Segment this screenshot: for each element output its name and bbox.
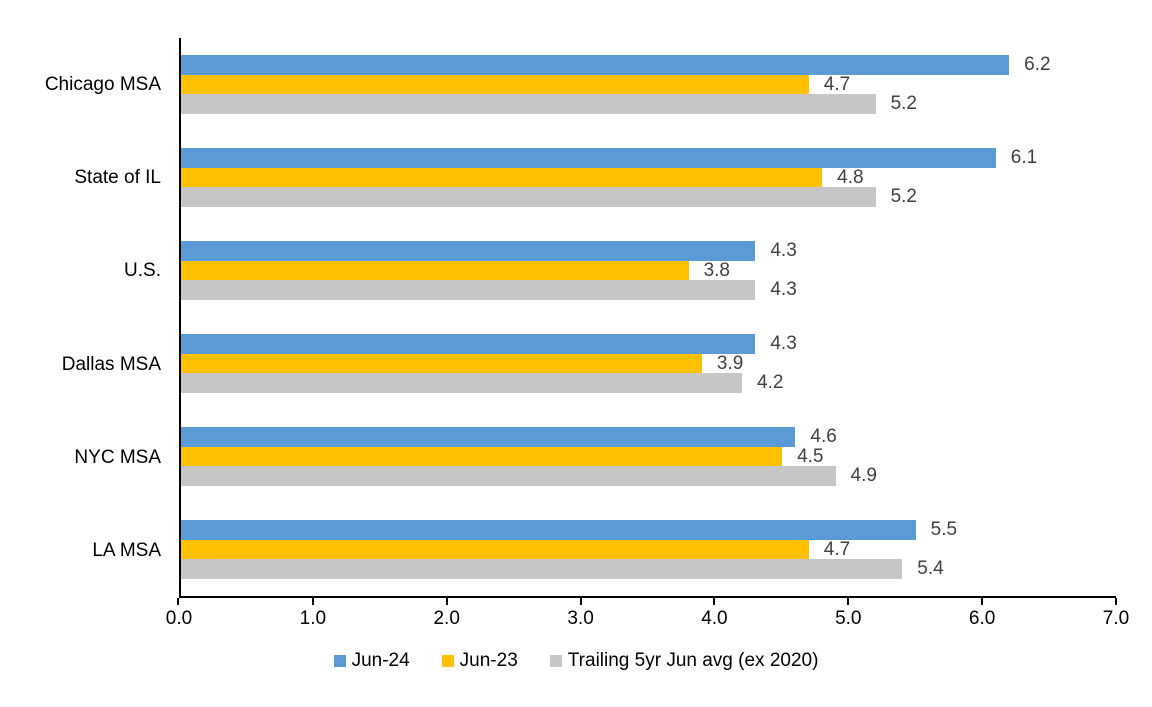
bar-jun-24-chicago-msa [181,55,1010,75]
x-axis-tick-3.0 [579,598,582,605]
bar-trailing-5yr-jun-avg-ex-2020-la-msa [181,559,903,579]
bar-group-state-of-il: 6.1 4.8 5.2 [181,131,1116,224]
bar-jun-24-dallas-msa [181,334,756,354]
x-axis-label-6.0: 6.0 [968,608,996,629]
legend-label-jun-23: Jun-23 [459,650,518,671]
value-label-jun-24-dallas-msa: 4.3 [770,333,797,355]
category-label-dallas-msa: Dallas MSA [61,353,161,375]
value-label-jun-23-state-of-il: 4.8 [837,166,864,188]
category-label-nyc-msa: NYC MSA [74,446,161,468]
value-label-trailing-5yr-jun-avg-ex-2020-dallas-msa: 4.2 [757,372,784,394]
bar-jun-24-la-msa [181,520,916,540]
value-label-jun-23-dallas-msa: 3.9 [716,352,744,374]
value-label-trailing-5yr-jun-avg-ex-2020-u-s: 4.3 [770,279,797,301]
bar-line-jun-24-chicago-msa: 6.2 [181,55,1116,75]
bar-line-jun-24-state-of-il: 6.1 [181,148,1116,168]
bar-line-jun-23-nyc-msa: 4.5 [181,447,1116,467]
x-axis-tick-2.0 [445,598,448,605]
category-axis-labels: Chicago MSA State of IL U.S. Dallas MSA NYC … [0,38,161,598]
x-axis-tick-5.0 [847,598,850,605]
bar-line-jun-23-state-of-il: 4.8 [181,168,1116,188]
value-label-trailing-5yr-jun-avg-ex-2020-nyc-msa: 4.9 [850,465,877,487]
value-label-jun-24-nyc-msa: 4.6 [810,426,837,448]
bar-line-trailing-5yr-jun-avg-ex-2020-u-s: 4.3 [181,280,1116,300]
plot-area: 6.2 4.7 5.2 6.1 4.8 5.2 4.3 3.8 4.3 4.3 3.9 4.2 4.6 4… [179,38,1116,598]
x-axis-tick-6.0 [981,598,984,605]
bar-jun-23-la-msa [181,539,809,560]
legend-label-trailing-5yr-jun-avg-ex-2020: Trailing 5yr Jun avg (ex 2020) [567,650,819,671]
category-label-u-s: U.S. [124,260,161,282]
bar-line-jun-24-dallas-msa: 4.3 [181,334,1116,354]
chart-legend: Jun-24 Jun-23 Trailing 5yr Jun avg (ex 202… [0,650,1152,672]
value-label-jun-23-chicago-msa: 4.7 [823,73,851,95]
bar-trailing-5yr-jun-avg-ex-2020-state-of-il [181,187,876,207]
bar-line-trailing-5yr-jun-avg-ex-2020-state-of-il: 5.2 [181,187,1116,207]
bar-trailing-5yr-jun-avg-ex-2020-chicago-msa [181,94,876,114]
value-label-jun-24-la-msa: 5.5 [930,519,958,541]
x-axis-label-3.0: 3.0 [567,608,594,629]
value-label-trailing-5yr-jun-avg-ex-2020-chicago-msa: 5.2 [890,93,917,115]
value-label-trailing-5yr-jun-avg-ex-2020-state-of-il: 5.2 [890,186,917,208]
bar-trailing-5yr-jun-avg-ex-2020-nyc-msa [181,466,836,486]
bar-line-jun-24-u-s: 4.3 [181,241,1116,261]
bar-line-trailing-5yr-jun-avg-ex-2020-dallas-msa: 4.2 [181,373,1116,393]
category-label-state-of-il: State of IL [74,166,161,188]
value-label-jun-24-state-of-il: 6.1 [1010,147,1038,169]
legend-swatch-icon-trailing-5yr-jun-avg-ex-2020 [549,655,562,667]
bar-jun-24-u-s [181,241,756,261]
bar-line-trailing-5yr-jun-avg-ex-2020-nyc-msa: 4.9 [181,466,1116,486]
bar-group-la-msa: 5.5 4.7 5.4 [181,503,1116,596]
bar-jun-23-state-of-il [181,167,823,188]
bar-group-dallas-msa: 4.3 3.9 4.2 [181,317,1116,410]
x-axis-tick-1.0 [311,598,314,605]
x-axis-label-2.0: 2.0 [433,608,460,629]
bar-jun-23-u-s [181,260,689,281]
value-label-jun-23-u-s: 3.8 [703,259,730,281]
bar-line-jun-23-u-s: 3.8 [181,261,1116,281]
x-axis-label-0.0: 0.0 [165,608,193,629]
legend-item-jun-24: Jun-24 [333,650,410,672]
x-axis-tick-4.0 [713,598,716,605]
bar-group-nyc-msa: 4.6 4.5 4.9 [181,410,1116,503]
bar-line-jun-24-la-msa: 5.5 [181,520,1116,540]
x-axis-tick-0.0 [177,598,179,605]
category-label-la-msa: LA MSA [92,540,161,562]
value-label-jun-23-nyc-msa: 4.5 [797,445,824,467]
bar-trailing-5yr-jun-avg-ex-2020-dallas-msa [181,373,742,393]
bar-line-trailing-5yr-jun-avg-ex-2020-la-msa: 5.4 [181,559,1116,579]
value-label-jun-24-chicago-msa: 6.2 [1024,54,1051,76]
bar-jun-23-dallas-msa [181,353,702,374]
category-label-chicago-msa: Chicago MSA [44,73,161,95]
bar-line-jun-23-chicago-msa: 4.7 [181,75,1116,95]
x-axis-label-5.0: 5.0 [835,608,862,629]
bar-line-trailing-5yr-jun-avg-ex-2020-chicago-msa: 5.2 [181,94,1116,114]
value-label-jun-23-la-msa: 4.7 [823,538,851,560]
bar-line-jun-24-nyc-msa: 4.6 [181,427,1116,447]
x-axis-label-1.0: 1.0 [299,608,327,629]
bar-jun-24-state-of-il [181,148,996,168]
bar-jun-23-nyc-msa [181,446,783,467]
bar-line-jun-23-dallas-msa: 3.9 [181,354,1116,374]
bar-group-u-s: 4.3 3.8 4.3 [181,224,1116,317]
bar-trailing-5yr-jun-avg-ex-2020-u-s [181,280,756,300]
legend-item-trailing-5yr-jun-avg-ex-2020: Trailing 5yr Jun avg (ex 2020) [549,650,819,672]
legend-swatch-icon-jun-24 [333,655,346,667]
legend-swatch-icon-jun-23 [441,655,454,667]
value-label-jun-24-u-s: 4.3 [770,240,797,262]
x-axis-tick-7.0 [1115,598,1117,605]
bar-line-jun-23-la-msa: 4.7 [181,540,1116,560]
x-axis-label-4.0: 4.0 [701,608,728,629]
bar-jun-23-chicago-msa [181,74,809,95]
value-label-trailing-5yr-jun-avg-ex-2020-la-msa: 5.4 [917,558,944,580]
x-axis-label-7.0: 7.0 [1102,608,1130,629]
legend-label-jun-24: Jun-24 [351,650,410,671]
bar-jun-24-nyc-msa [181,427,796,447]
legend-item-jun-23: Jun-23 [441,650,518,672]
bar-group-chicago-msa: 6.2 4.7 5.2 [181,38,1116,131]
